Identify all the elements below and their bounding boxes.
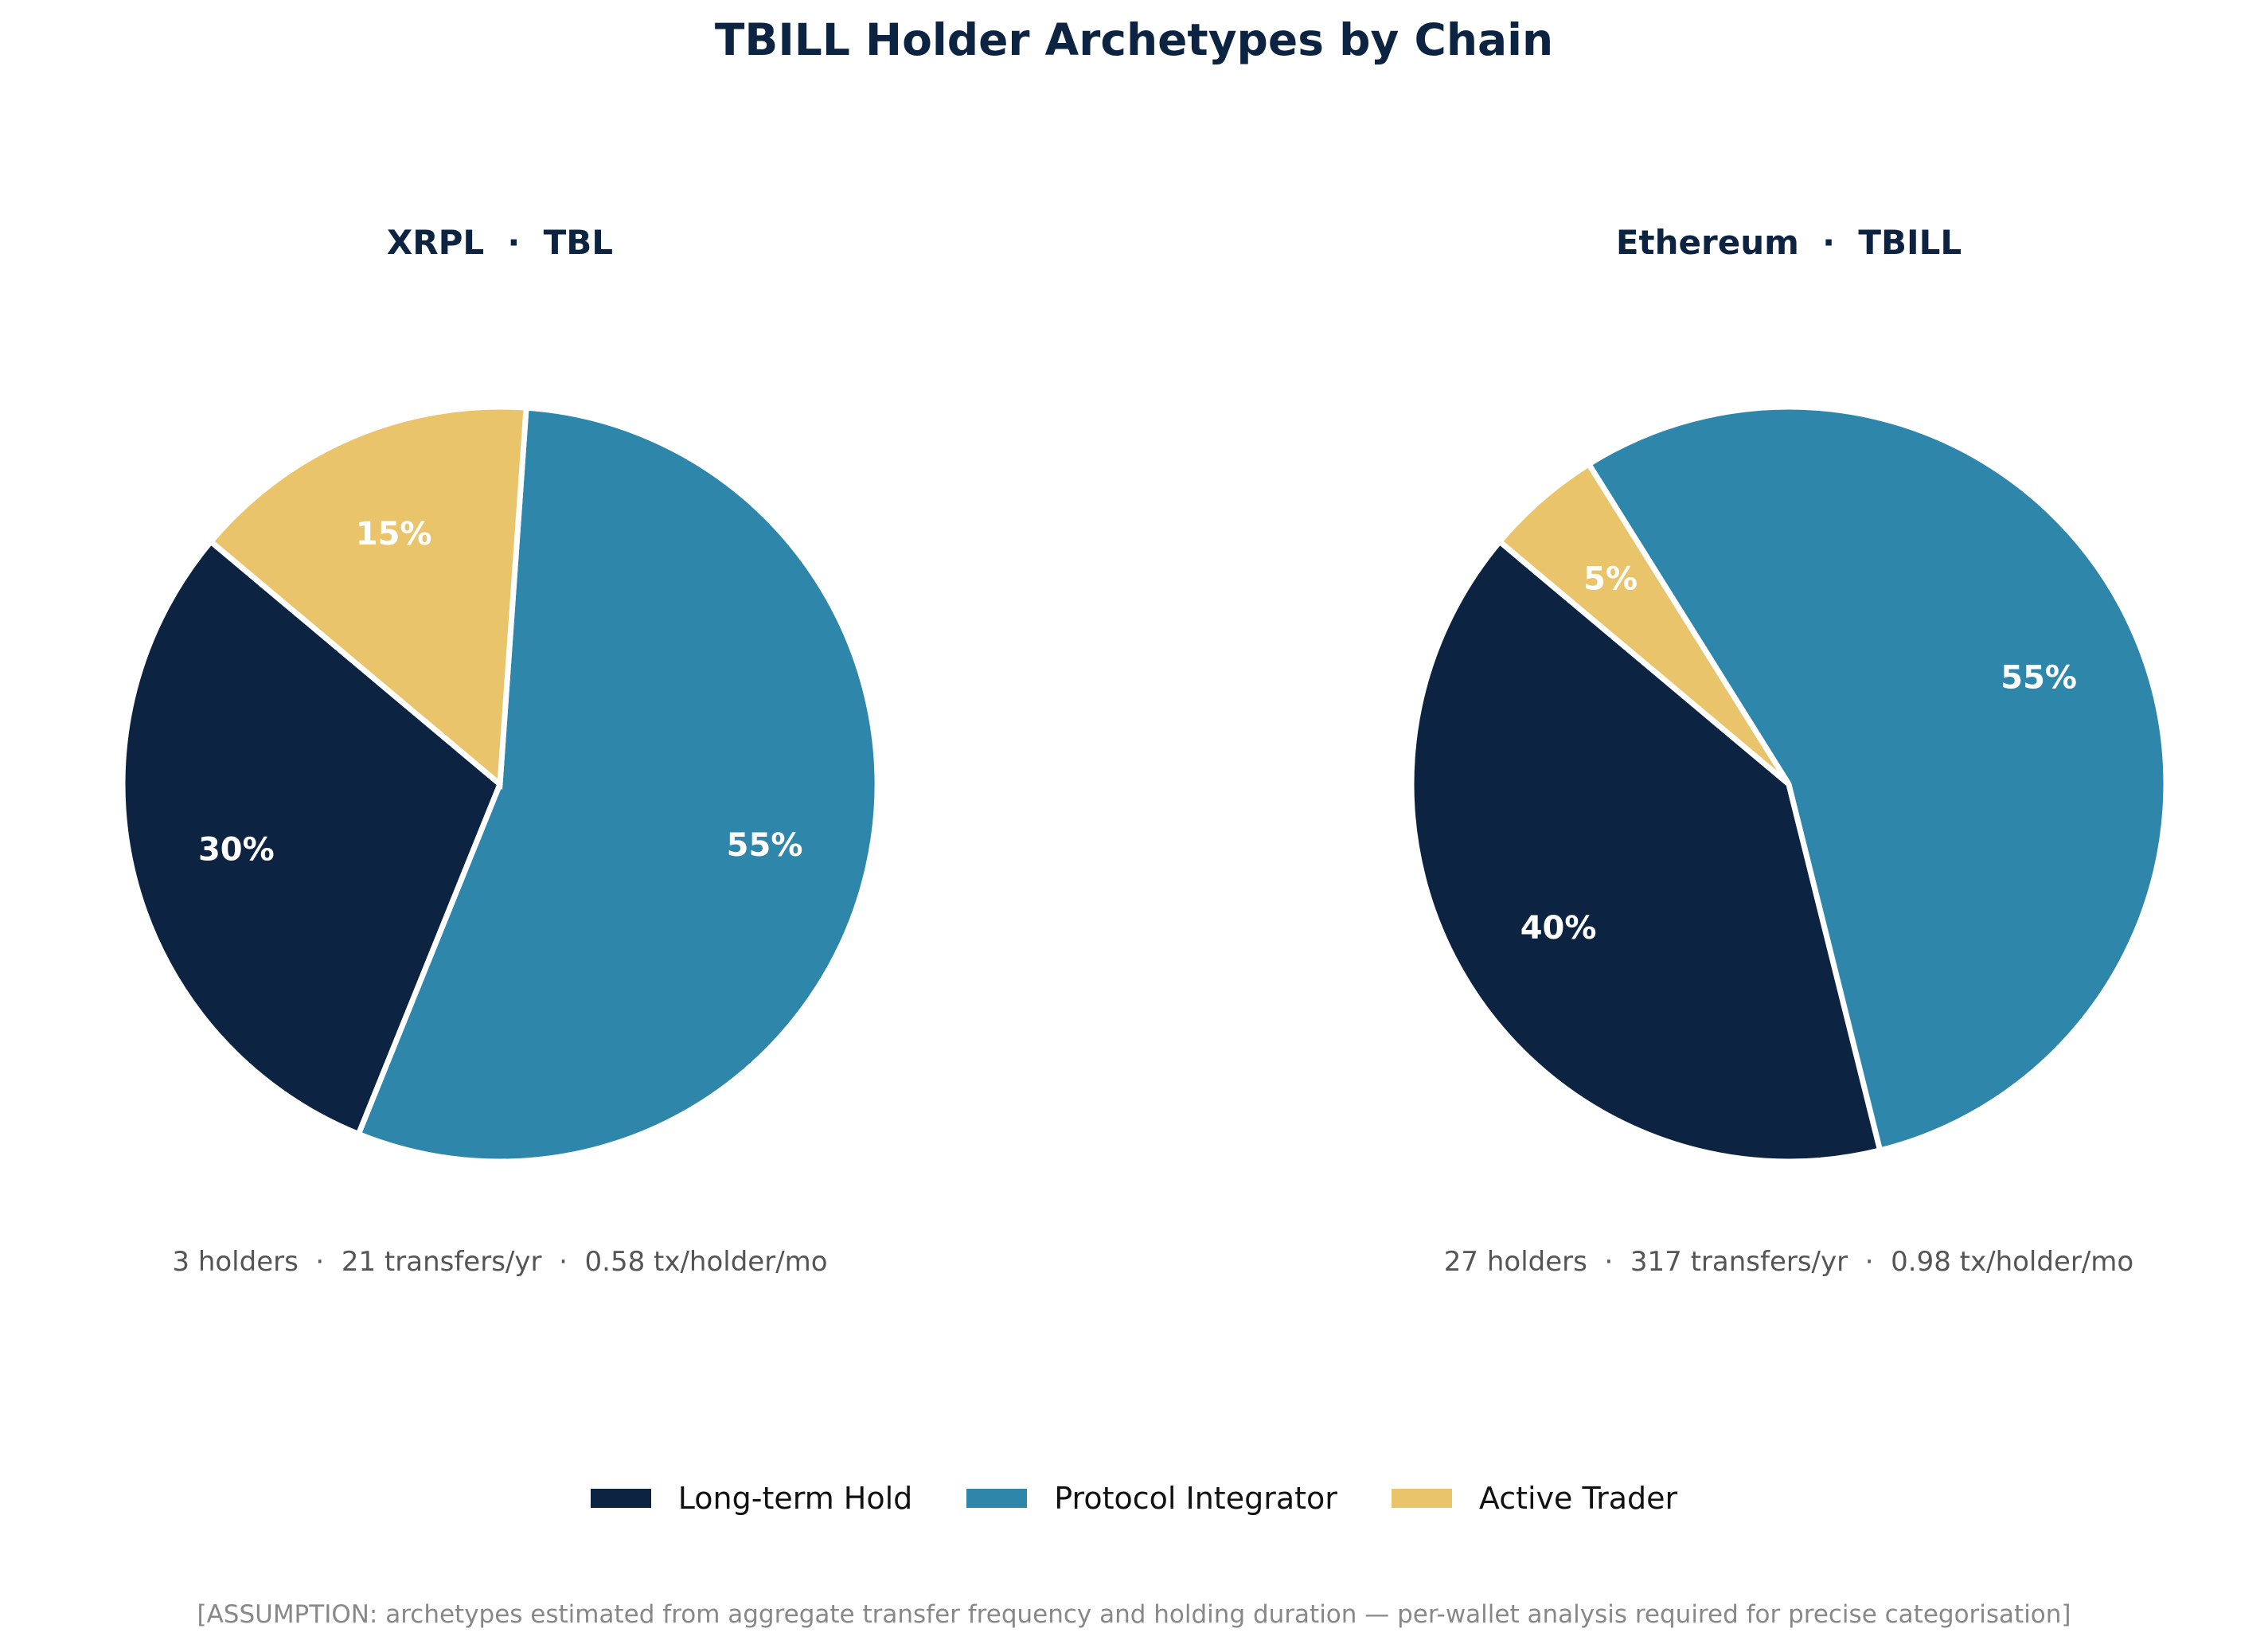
legend-swatch-protocol-integrator bbox=[966, 1489, 1028, 1508]
subplot-title-ethereum: Ethereum · TBILL bbox=[1615, 223, 1962, 262]
legend-swatch-long-term-hold bbox=[590, 1489, 651, 1508]
pie-chart-ethereum: 40% 55% 5% bbox=[1408, 404, 2169, 1165]
pie-slice-protocol-integrator bbox=[1584, 404, 2169, 1154]
pie-slice-active-trader bbox=[206, 404, 529, 791]
assumption-footnote: [ASSUMPTION: archetypes estimated from a… bbox=[197, 1600, 2071, 1629]
slice-label-long-term-hold: 30% bbox=[198, 832, 275, 869]
pie-slice-long-term-hold bbox=[119, 537, 504, 1138]
legend-item-active-trader: Active Trader bbox=[1391, 1481, 1678, 1516]
stats-ethereum: 27 holders · 317 transfers/yr · 0.98 tx/… bbox=[1443, 1246, 2134, 1278]
pie-chart-xrpl: 30% 55% 15% bbox=[119, 404, 880, 1165]
legend-item-protocol-integrator: Protocol Integrator bbox=[966, 1481, 1337, 1516]
slice-label-protocol-integrator: 55% bbox=[2001, 660, 2077, 697]
pie-slice-protocol-integrator bbox=[354, 404, 880, 1165]
legend-label: Long-term Hold bbox=[677, 1481, 913, 1516]
slice-label-protocol-integrator: 55% bbox=[727, 827, 803, 864]
chart-title: TBILL Holder Archetypes by Chain bbox=[714, 14, 1554, 65]
slice-label-long-term-hold: 40% bbox=[1520, 910, 1597, 947]
legend: Long-term Hold Protocol Integrator Activ… bbox=[0, 1481, 2268, 1516]
stats-xrpl: 3 holders · 21 transfers/yr · 0.58 tx/ho… bbox=[172, 1246, 828, 1278]
legend-swatch-active-trader bbox=[1391, 1489, 1452, 1508]
legend-label: Protocol Integrator bbox=[1054, 1481, 1337, 1516]
slice-label-active-trader: 5% bbox=[1583, 560, 1638, 597]
legend-label: Active Trader bbox=[1478, 1481, 1678, 1516]
pie-slice-long-term-hold bbox=[1408, 537, 1883, 1165]
slice-label-active-trader: 15% bbox=[356, 516, 432, 553]
legend-item-long-term-hold: Long-term Hold bbox=[590, 1481, 913, 1516]
pie-slice-active-trader bbox=[1495, 460, 1791, 787]
subplot-title-xrpl: XRPL · TBL bbox=[386, 223, 614, 262]
